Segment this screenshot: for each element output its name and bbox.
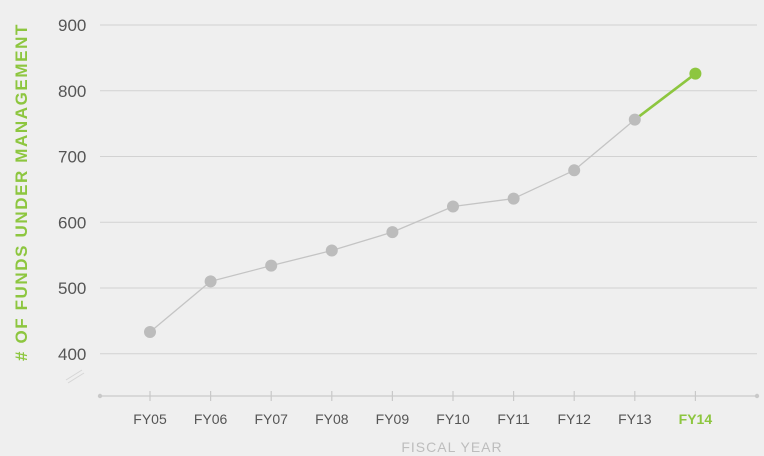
- data-point: [507, 192, 520, 205]
- data-point: [325, 244, 338, 257]
- x-tick-label: FY08: [315, 411, 349, 427]
- y-tick-label: 800: [58, 82, 86, 101]
- gridlines: [65, 24, 757, 384]
- data-point: [628, 113, 641, 126]
- x-tick-label: FY09: [376, 411, 410, 427]
- series-lines: [149, 72, 697, 333]
- x-tick-label: FY07: [254, 411, 288, 427]
- series-line: [271, 249, 332, 267]
- series-line-highlight: [634, 72, 697, 121]
- x-tick-label: FY12: [557, 411, 591, 427]
- series-line: [452, 197, 514, 208]
- series-line: [210, 265, 272, 283]
- y-axis-label: # OF FUNDS UNDER MANAGEMENT: [12, 23, 31, 361]
- series-line: [331, 231, 393, 252]
- y-tick-label: 600: [58, 213, 86, 232]
- series-line: [149, 280, 212, 333]
- y-tick-label: 700: [58, 148, 86, 167]
- axis-break-mark: [65, 369, 83, 381]
- y-tick-label: 500: [58, 279, 86, 298]
- x-tick-label: FY13: [618, 411, 652, 427]
- x-axis-end-dot: [97, 393, 103, 399]
- series-line: [513, 169, 575, 200]
- x-tick-label-highlight: FY14: [679, 411, 713, 427]
- data-point: [144, 326, 156, 339]
- data-point: [204, 275, 217, 288]
- y-tick-label: 900: [58, 16, 86, 35]
- x-axis: [97, 391, 760, 401]
- x-tick-label: FY10: [436, 411, 470, 427]
- data-point: [568, 164, 581, 177]
- data-point: [265, 259, 278, 272]
- y-tick-label: 400: [58, 345, 86, 364]
- x-tick-label: FY11: [497, 411, 530, 427]
- data-point: [447, 200, 459, 213]
- data-point: [386, 226, 399, 239]
- x-tick-label: FY06: [194, 411, 228, 427]
- axis-break-mark: [67, 372, 85, 384]
- y-tick-labels: 400 500 600 700 800 900: [58, 16, 86, 364]
- x-tick-labels: FY05 FY06 FY07 FY08 FY09 FY10 FY11 FY12 FY13 FY14: [133, 411, 712, 427]
- x-axis-end-dot: [754, 393, 760, 399]
- x-axis-label: FISCAL YEAR: [401, 439, 502, 455]
- x-tick-label: FY05: [133, 411, 167, 427]
- data-point-highlight: [689, 67, 702, 80]
- series-line: [573, 119, 636, 171]
- series-points: [144, 67, 702, 339]
- series-line: [392, 205, 454, 233]
